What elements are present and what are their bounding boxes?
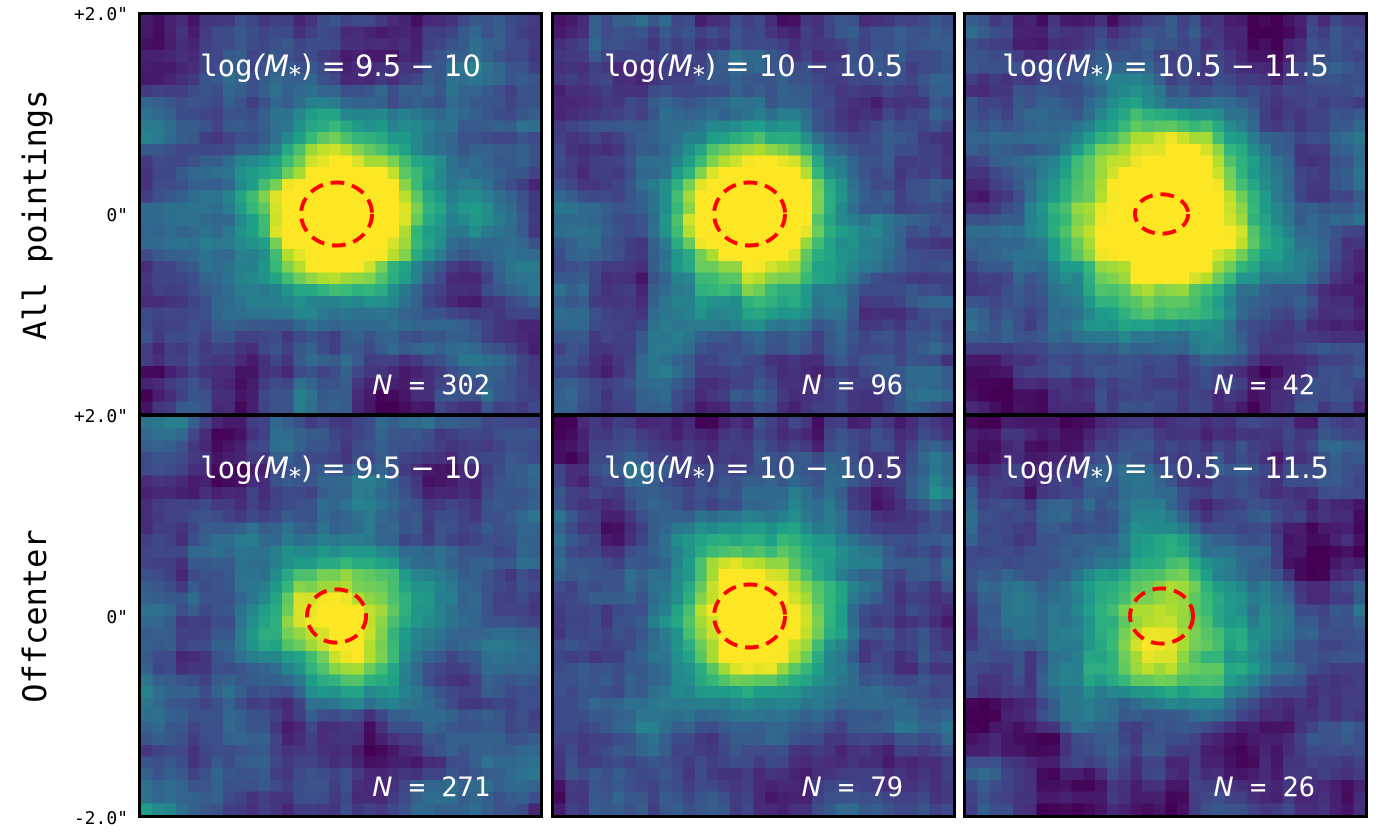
panel-title-title-prefix: log <box>1002 451 1055 485</box>
heatmap-panel: log(M*) = 10 − 10.5 N = 96 <box>551 12 956 416</box>
y-tick-mid-bottom: 0" <box>106 607 128 628</box>
aperture-overlay <box>305 587 369 645</box>
panel-sample-size: N = 302 <box>372 370 490 401</box>
sample-size-label: N <box>372 772 393 803</box>
y-tick-middle: +2.0" <box>73 406 128 427</box>
panel-title: log(M*) = 10 − 10.5 <box>554 49 953 89</box>
panel-title-title-prefix: log <box>603 49 657 83</box>
y-tick-mid-top: 0" <box>106 205 128 226</box>
sample-size-label: N <box>372 370 393 401</box>
y-tick-bottom: -2.0" <box>73 808 128 829</box>
panel-title-title-range: ) = 10.5 − 11.5 <box>1102 49 1329 83</box>
panel-title: log(M*) = 9.5 − 10 <box>141 49 540 89</box>
heatmap-image <box>141 417 540 815</box>
panel-sample-size: N = 42 <box>1214 370 1315 401</box>
panel-title-title-sub: * <box>1090 60 1103 89</box>
aperture-overlay <box>712 582 787 650</box>
sample-size-label: N <box>801 370 822 401</box>
aperture-overlay <box>299 180 374 248</box>
sample-size-value: = 271 <box>392 772 490 803</box>
panel-title-title-prefix: log <box>200 451 253 485</box>
aperture-ellipse <box>1128 586 1196 646</box>
panel-title: log(M*) = 10 − 10.5 <box>554 451 953 491</box>
panel-sample-size: N = 271 <box>372 772 490 803</box>
heatmap-image <box>554 15 953 413</box>
sample-size-label: N <box>1213 772 1234 803</box>
panel-title-title-range: ) = 10.5 − 11.5 <box>1102 451 1329 485</box>
aperture-ellipse <box>712 582 787 650</box>
panel-title-title-range: ) = 9.5 − 10 <box>301 451 481 485</box>
sample-size-value: = 302 <box>392 370 490 401</box>
panel-title-title-prefix: log <box>200 49 253 83</box>
sample-size-label: N <box>801 772 822 803</box>
panel-title-title-var: (M <box>1054 49 1091 83</box>
panel-title-title-var: (M <box>1054 451 1091 485</box>
aperture-ellipse <box>305 587 369 645</box>
aperture-overlay <box>1128 586 1196 646</box>
panel-sample-size: N = 79 <box>802 772 903 803</box>
aperture-overlay <box>712 180 787 248</box>
sample-size-label: N <box>1213 370 1234 401</box>
panel-title-title-sub: * <box>1090 462 1103 491</box>
heatmap-panel: log(M*) = 10.5 − 11.5 N = 26 <box>963 414 1368 818</box>
heatmap-image <box>141 15 540 413</box>
panel-sample-size: N = 26 <box>1214 772 1315 803</box>
sample-size-value: = 96 <box>821 370 903 401</box>
aperture-ellipse <box>712 180 787 248</box>
panel-title-title-sub: * <box>692 60 705 89</box>
panel-title-title-range: ) = 10 − 10.5 <box>704 49 904 83</box>
sample-size-value: = 79 <box>821 772 903 803</box>
panel-title-title-var: (M <box>656 451 693 485</box>
sample-size-value: = 26 <box>1233 772 1315 803</box>
heatmap-image <box>554 417 953 815</box>
panel-title-title-sub: * <box>692 462 705 491</box>
panel-title-title-range: ) = 10 − 10.5 <box>704 451 904 485</box>
panel-title: log(M*) = 10.5 − 11.5 <box>966 49 1365 89</box>
heatmap-panel: log(M*) = 9.5 − 10 N = 271 <box>138 414 543 818</box>
panel-title: log(M*) = 9.5 − 10 <box>141 451 540 491</box>
y-tick-top: +2.0" <box>73 4 128 25</box>
panel-title-title-sub: * <box>288 462 301 491</box>
heatmap-panel: log(M*) = 10 − 10.5 N = 79 <box>551 414 956 818</box>
panel-title: log(M*) = 10.5 − 11.5 <box>966 451 1365 491</box>
panel-title-title-range: ) = 9.5 − 10 <box>301 49 481 83</box>
panel-sample-size: N = 96 <box>802 370 903 401</box>
heatmap-image <box>966 417 1365 815</box>
aperture-ellipse <box>299 180 374 248</box>
panel-title-title-var: (M <box>252 49 289 83</box>
heatmap-image <box>966 15 1365 413</box>
panel-title-title-prefix: log <box>603 451 657 485</box>
sample-size-value: = 42 <box>1233 370 1315 401</box>
panel-title-title-prefix: log <box>1002 49 1055 83</box>
heatmap-panel: log(M*) = 10.5 − 11.5 N = 42 <box>963 12 1368 416</box>
aperture-ellipse <box>1132 192 1191 236</box>
panel-title-title-var: (M <box>252 451 289 485</box>
aperture-overlay <box>1132 192 1191 236</box>
heatmap-panel: log(M*) = 9.5 − 10 N = 302 <box>138 12 543 416</box>
panel-title-title-var: (M <box>656 49 693 83</box>
panel-title-title-sub: * <box>288 60 301 89</box>
